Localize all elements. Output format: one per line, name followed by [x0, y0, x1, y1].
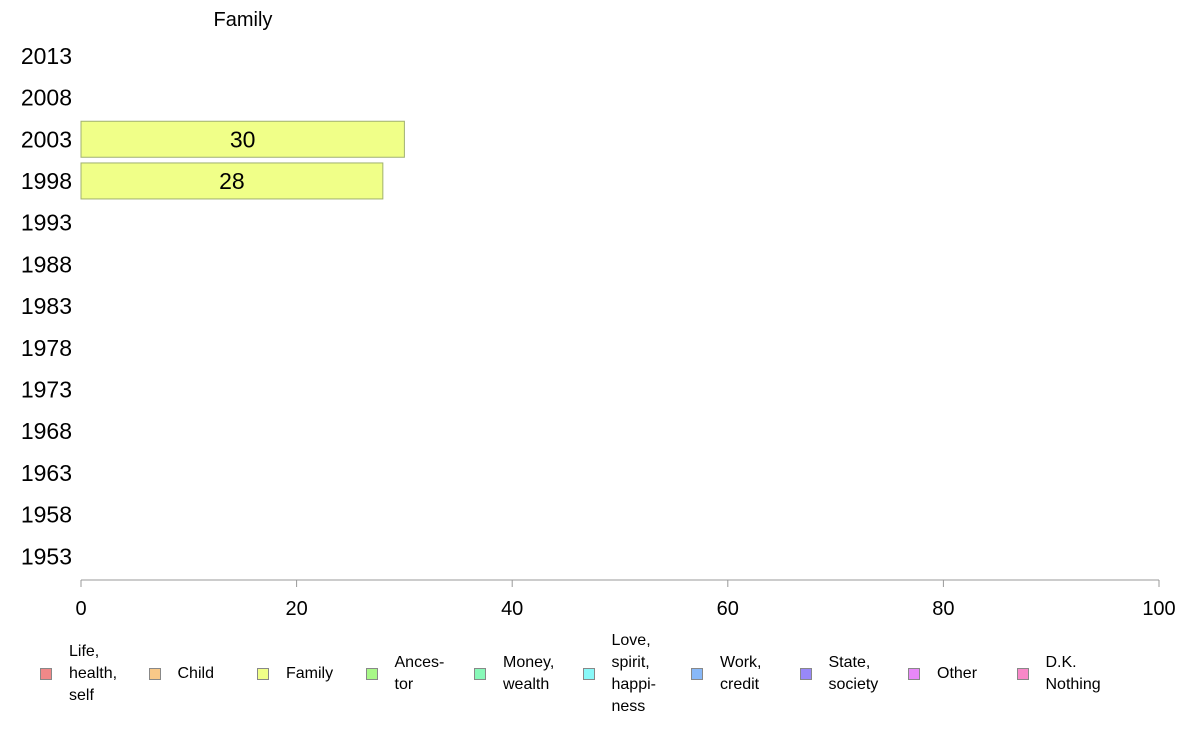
- legend-swatch: [257, 668, 269, 680]
- bar: [80, 120, 405, 158]
- legend-item: Other: [908, 663, 977, 685]
- legend-swatch: [365, 668, 378, 680]
- x-tick-label: 60: [717, 598, 739, 620]
- x-tick-label: 40: [501, 598, 523, 620]
- legend-swatch: [799, 668, 812, 680]
- legend-label: Family: [286, 665, 334, 682]
- legend-swatch: [1016, 668, 1029, 680]
- bar-value-label: 28: [219, 168, 245, 194]
- legend-swatch: [474, 668, 486, 680]
- legend-label: Other: [937, 665, 978, 682]
- bar: [80, 162, 384, 200]
- x-tick-label: 80: [932, 598, 954, 620]
- legend-label: Money, wealth: [503, 654, 555, 693]
- legend-item: Love, spirit, happi- ness: [582, 630, 656, 718]
- y-tick-label: 2003: [21, 126, 72, 152]
- y-tick-label: 1953: [21, 543, 72, 569]
- legend: Life, health, self Child Family Ances- tor M…: [0, 628, 1188, 728]
- y-axis-labels: 2013 2008 2003 1998 1993 1988 1983 1978 1973 1968…: [21, 43, 72, 569]
- y-tick-label: 1993: [21, 210, 72, 236]
- y-tick-label: 1973: [21, 376, 72, 402]
- legend-label: Child: [177, 665, 214, 682]
- x-tick-label: 20: [285, 598, 307, 620]
- x-tick-label: 0: [75, 598, 86, 620]
- y-tick-label: 1963: [21, 460, 72, 486]
- legend-label: Ances- tor: [394, 654, 445, 693]
- legend-label: D.K. Nothing: [1045, 654, 1101, 693]
- y-tick-label: 1978: [21, 335, 72, 361]
- legend-label: Work, credit: [720, 654, 762, 693]
- x-axis: 0 20 40 60 80 100: [75, 579, 1176, 620]
- legend-item: D.K. Nothing: [1016, 652, 1101, 696]
- legend-label: Love, spirit, happi- ness: [611, 632, 656, 715]
- legend-label: Life, health, self: [69, 643, 118, 704]
- legend-swatch: [908, 668, 920, 680]
- y-tick-label: 2008: [21, 85, 72, 111]
- legend-swatch: [582, 668, 595, 680]
- bar-value-label: 30: [230, 126, 256, 152]
- bars: 30 28: [80, 120, 405, 200]
- legend-item: Family: [257, 663, 333, 685]
- legend-item: Life, health, self: [40, 641, 117, 707]
- x-tick-label: 100: [1142, 598, 1175, 620]
- legend-swatch: [40, 668, 52, 680]
- legend-item: Child: [148, 663, 214, 685]
- legend-item: Money, wealth: [474, 652, 554, 696]
- legend-swatch: [691, 668, 703, 680]
- y-tick-label: 1988: [21, 251, 72, 277]
- chart-title: Family: [214, 9, 273, 31]
- y-tick-label: 1983: [21, 293, 72, 319]
- legend-item: Work, credit: [691, 652, 761, 696]
- y-tick-label: 1958: [21, 502, 72, 528]
- y-tick-label: 1998: [21, 168, 72, 194]
- y-tick-label: 2013: [21, 43, 72, 69]
- legend-label: State, society: [828, 654, 879, 693]
- chart: Family 2013 2008 2003 1998 1993 1988 1983 1978 1…: [21, 9, 1176, 620]
- y-tick-label: 1968: [21, 418, 72, 444]
- legend-item: Ances- tor: [365, 652, 445, 696]
- legend-item: State, society: [799, 652, 879, 696]
- legend-swatch: [148, 668, 161, 680]
